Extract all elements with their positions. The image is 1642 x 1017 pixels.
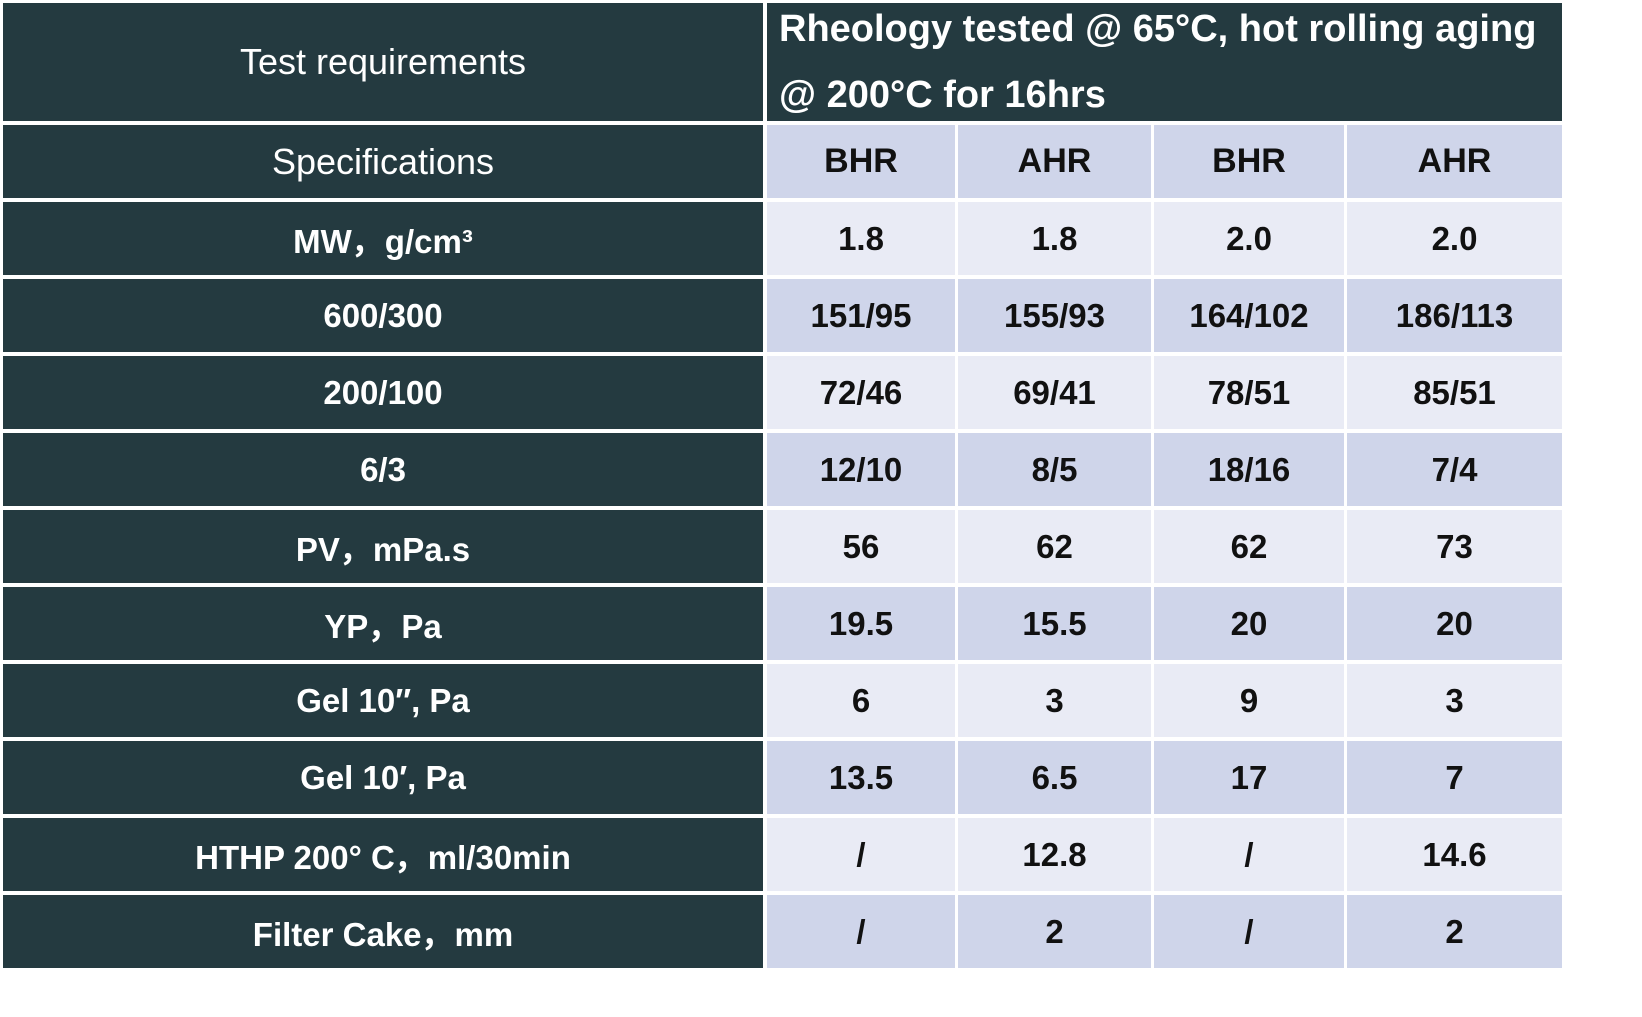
- table-cell: 2: [1347, 895, 1562, 968]
- row-label: Filter Cake，mm: [3, 895, 763, 968]
- table-title-right: Rheology tested @ 65°C, hot rolling agin…: [767, 3, 1562, 121]
- table-cell: 151/95: [767, 279, 955, 352]
- table-cell: 15.5: [958, 587, 1151, 660]
- table-cell: 2.0: [1154, 202, 1344, 275]
- table-cell: 6.5: [958, 741, 1151, 814]
- column-header-3: BHR: [1154, 125, 1344, 198]
- table-cell: 19.5: [767, 587, 955, 660]
- table-cell: 3: [1347, 664, 1562, 737]
- table-cell: /: [767, 818, 955, 891]
- table-cell: 2: [958, 895, 1151, 968]
- table-cell: 186/113: [1347, 279, 1562, 352]
- table-cell: 18/16: [1154, 433, 1344, 506]
- table-cell: 17: [1154, 741, 1344, 814]
- column-header-2: AHR: [958, 125, 1151, 198]
- table-cell: /: [767, 895, 955, 968]
- table-cell: 72/46: [767, 356, 955, 429]
- table-cell: 20: [1347, 587, 1562, 660]
- table-title-left: Test requirements: [3, 3, 763, 121]
- table-cell: 7: [1347, 741, 1562, 814]
- table-cell: 13.5: [767, 741, 955, 814]
- table-cell: /: [1154, 818, 1344, 891]
- table-cell: 164/102: [1154, 279, 1344, 352]
- table-cell: 6: [767, 664, 955, 737]
- row-label: MW，g/cm³: [3, 202, 763, 275]
- table-cell: 12.8: [958, 818, 1151, 891]
- row-label: HTHP 200° C，ml/30min: [3, 818, 763, 891]
- table-cell: 62: [958, 510, 1151, 583]
- table-cell: 69/41: [958, 356, 1151, 429]
- row-label: 200/100: [3, 356, 763, 429]
- table-cell: 12/10: [767, 433, 955, 506]
- column-header-4: AHR: [1347, 125, 1562, 198]
- table-cell: 9: [1154, 664, 1344, 737]
- table-cell: 3: [958, 664, 1151, 737]
- table-cell: 62: [1154, 510, 1344, 583]
- row-label: Gel 10″, Pa: [3, 664, 763, 737]
- table-cell: 7/4: [1347, 433, 1562, 506]
- table-cell: 73: [1347, 510, 1562, 583]
- row-label: 6/3: [3, 433, 763, 506]
- row-label: PV，mPa.s: [3, 510, 763, 583]
- table-cell: 85/51: [1347, 356, 1562, 429]
- table-cell: 2.0: [1347, 202, 1562, 275]
- table-cell: 1.8: [767, 202, 955, 275]
- specifications-header: Specifications: [3, 125, 763, 198]
- column-header-1: BHR: [767, 125, 955, 198]
- row-label: 600/300: [3, 279, 763, 352]
- table-cell: 14.6: [1347, 818, 1562, 891]
- table-cell: 155/93: [958, 279, 1151, 352]
- row-label: YP，Pa: [3, 587, 763, 660]
- table-cell: 1.8: [958, 202, 1151, 275]
- table-cell: 20: [1154, 587, 1344, 660]
- table-cell: 78/51: [1154, 356, 1344, 429]
- row-label: Gel 10′, Pa: [3, 741, 763, 814]
- table-cell: 56: [767, 510, 955, 583]
- table-cell: 8/5: [958, 433, 1151, 506]
- table-cell: /: [1154, 895, 1344, 968]
